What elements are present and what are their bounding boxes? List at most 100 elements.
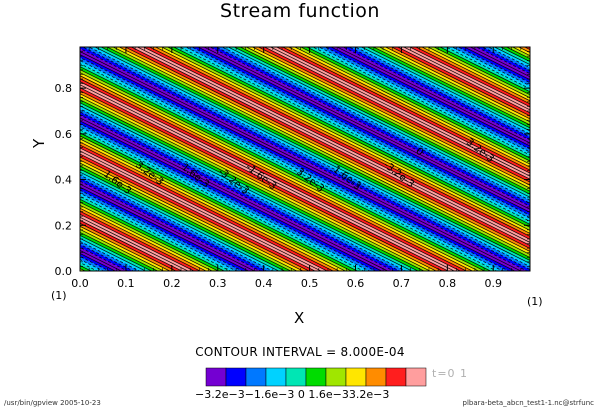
contour-line	[80, 141, 341, 271]
colorbar-swatch	[345, 367, 367, 387]
contour-line	[251, 47, 530, 186]
contour-band	[191, 47, 530, 216]
contour-line	[275, 47, 530, 174]
contour-line	[185, 47, 530, 219]
contour-line	[80, 90, 443, 271]
colorbar-swatch	[265, 367, 287, 387]
contour-line	[257, 47, 530, 183]
contour-band	[476, 47, 530, 74]
contour-band	[82, 47, 530, 270]
contour-line	[112, 47, 530, 255]
contour-line	[148, 47, 530, 237]
x-tick-label: 0.6	[347, 277, 365, 290]
x-axis-title: X	[294, 309, 305, 327]
contour-fill	[80, 47, 530, 271]
contour-line	[80, 144, 334, 271]
contour-label: 0	[413, 146, 425, 159]
contour-line	[80, 132, 359, 271]
y-tick-label: 0.6	[55, 128, 73, 141]
contour-line	[80, 156, 310, 271]
contour-interval-label: CONTOUR INTERVAL = 8.000E-04	[195, 345, 405, 359]
contour-band	[349, 47, 530, 137]
y-axis-title: Y	[30, 138, 48, 148]
x-tick-label: 0.7	[393, 277, 411, 290]
colorbar-swatch	[285, 367, 307, 387]
contour-band	[80, 123, 376, 271]
contour-line	[80, 60, 504, 271]
contour-line	[80, 150, 322, 271]
contour-band	[80, 60, 503, 271]
colorbar-swatch	[385, 367, 407, 387]
contour-line	[80, 48, 528, 271]
contour-band	[458, 47, 530, 83]
contour-line	[80, 57, 510, 271]
colorbar-labels: −3.2e−3−1.6e−3 0 1.6e−33.2e−3	[195, 388, 390, 401]
colorbar-swatch	[305, 367, 327, 387]
contour-line	[80, 93, 437, 271]
x-axis-ticks: 0.0 0.1 0.2 0.3 0.4 0.5 0.6 0.7 0.8 0.9	[71, 47, 531, 290]
colorbar-swatch	[325, 367, 347, 387]
contour-line	[80, 138, 347, 271]
contour-line	[221, 47, 530, 201]
axis-unit-right: (1)	[527, 295, 543, 308]
axis-unit-left: (1)	[51, 289, 67, 302]
contour-line	[118, 47, 530, 252]
contour-line	[80, 63, 498, 271]
contour-line	[209, 47, 530, 207]
x-tick-label: 0.1	[117, 277, 135, 290]
x-tick-label: 0.9	[485, 277, 503, 290]
contour-line	[136, 47, 530, 243]
y-tick-label: 0.4	[55, 174, 73, 187]
contour-band	[210, 47, 530, 207]
contour-line	[80, 99, 425, 271]
contour-line	[178, 47, 530, 222]
contour-line	[80, 123, 377, 271]
contour-line	[80, 51, 522, 271]
contour-band	[80, 178, 267, 271]
contour-line	[160, 47, 530, 231]
contour-line	[80, 153, 316, 271]
contour-line	[233, 47, 530, 195]
contour-line	[197, 47, 530, 213]
contour-line	[203, 47, 530, 210]
contour-line	[287, 47, 530, 168]
contour-line	[80, 129, 365, 271]
contour-line	[80, 111, 401, 271]
contour-line	[80, 147, 328, 271]
contour-line	[100, 47, 530, 261]
y-tick-label: 0.2	[55, 219, 73, 232]
footer-right: plbara-beta_abcn_test1-1.nc@strfunc	[462, 399, 594, 407]
contour-line	[215, 47, 530, 204]
contour-line	[80, 87, 449, 271]
x-tick-label: 0.3	[209, 277, 227, 290]
contour-line	[80, 114, 395, 271]
contour-line	[80, 96, 431, 271]
contour-line	[80, 81, 462, 271]
contour-line	[130, 47, 530, 246]
x-tick-label: 0.5	[301, 277, 319, 290]
contour-line	[80, 105, 413, 271]
x-tick-label: 0.4	[255, 277, 273, 290]
contour-line	[281, 47, 530, 171]
colorbar-swatch	[365, 367, 387, 387]
contour-line	[239, 47, 530, 192]
contour-line	[300, 47, 530, 162]
contour-line	[106, 47, 530, 258]
colorbar-swatch	[205, 367, 227, 387]
contour-line	[80, 69, 486, 271]
contour-line	[166, 47, 530, 228]
y-tick-label: 0.0	[55, 265, 73, 278]
contour-line	[80, 66, 492, 271]
contour-line	[94, 47, 530, 264]
contour-line	[293, 47, 530, 165]
colorbar-swatch	[225, 367, 247, 387]
contour-line	[80, 117, 389, 271]
x-tick-label: 0.8	[439, 277, 457, 290]
contour-line	[80, 84, 456, 271]
contour-line	[269, 47, 530, 177]
contour-line	[80, 78, 468, 271]
contour-line	[245, 47, 530, 189]
contour-line	[80, 120, 383, 271]
contour-line	[124, 47, 530, 249]
x-tick-label: 0.0	[71, 277, 89, 290]
